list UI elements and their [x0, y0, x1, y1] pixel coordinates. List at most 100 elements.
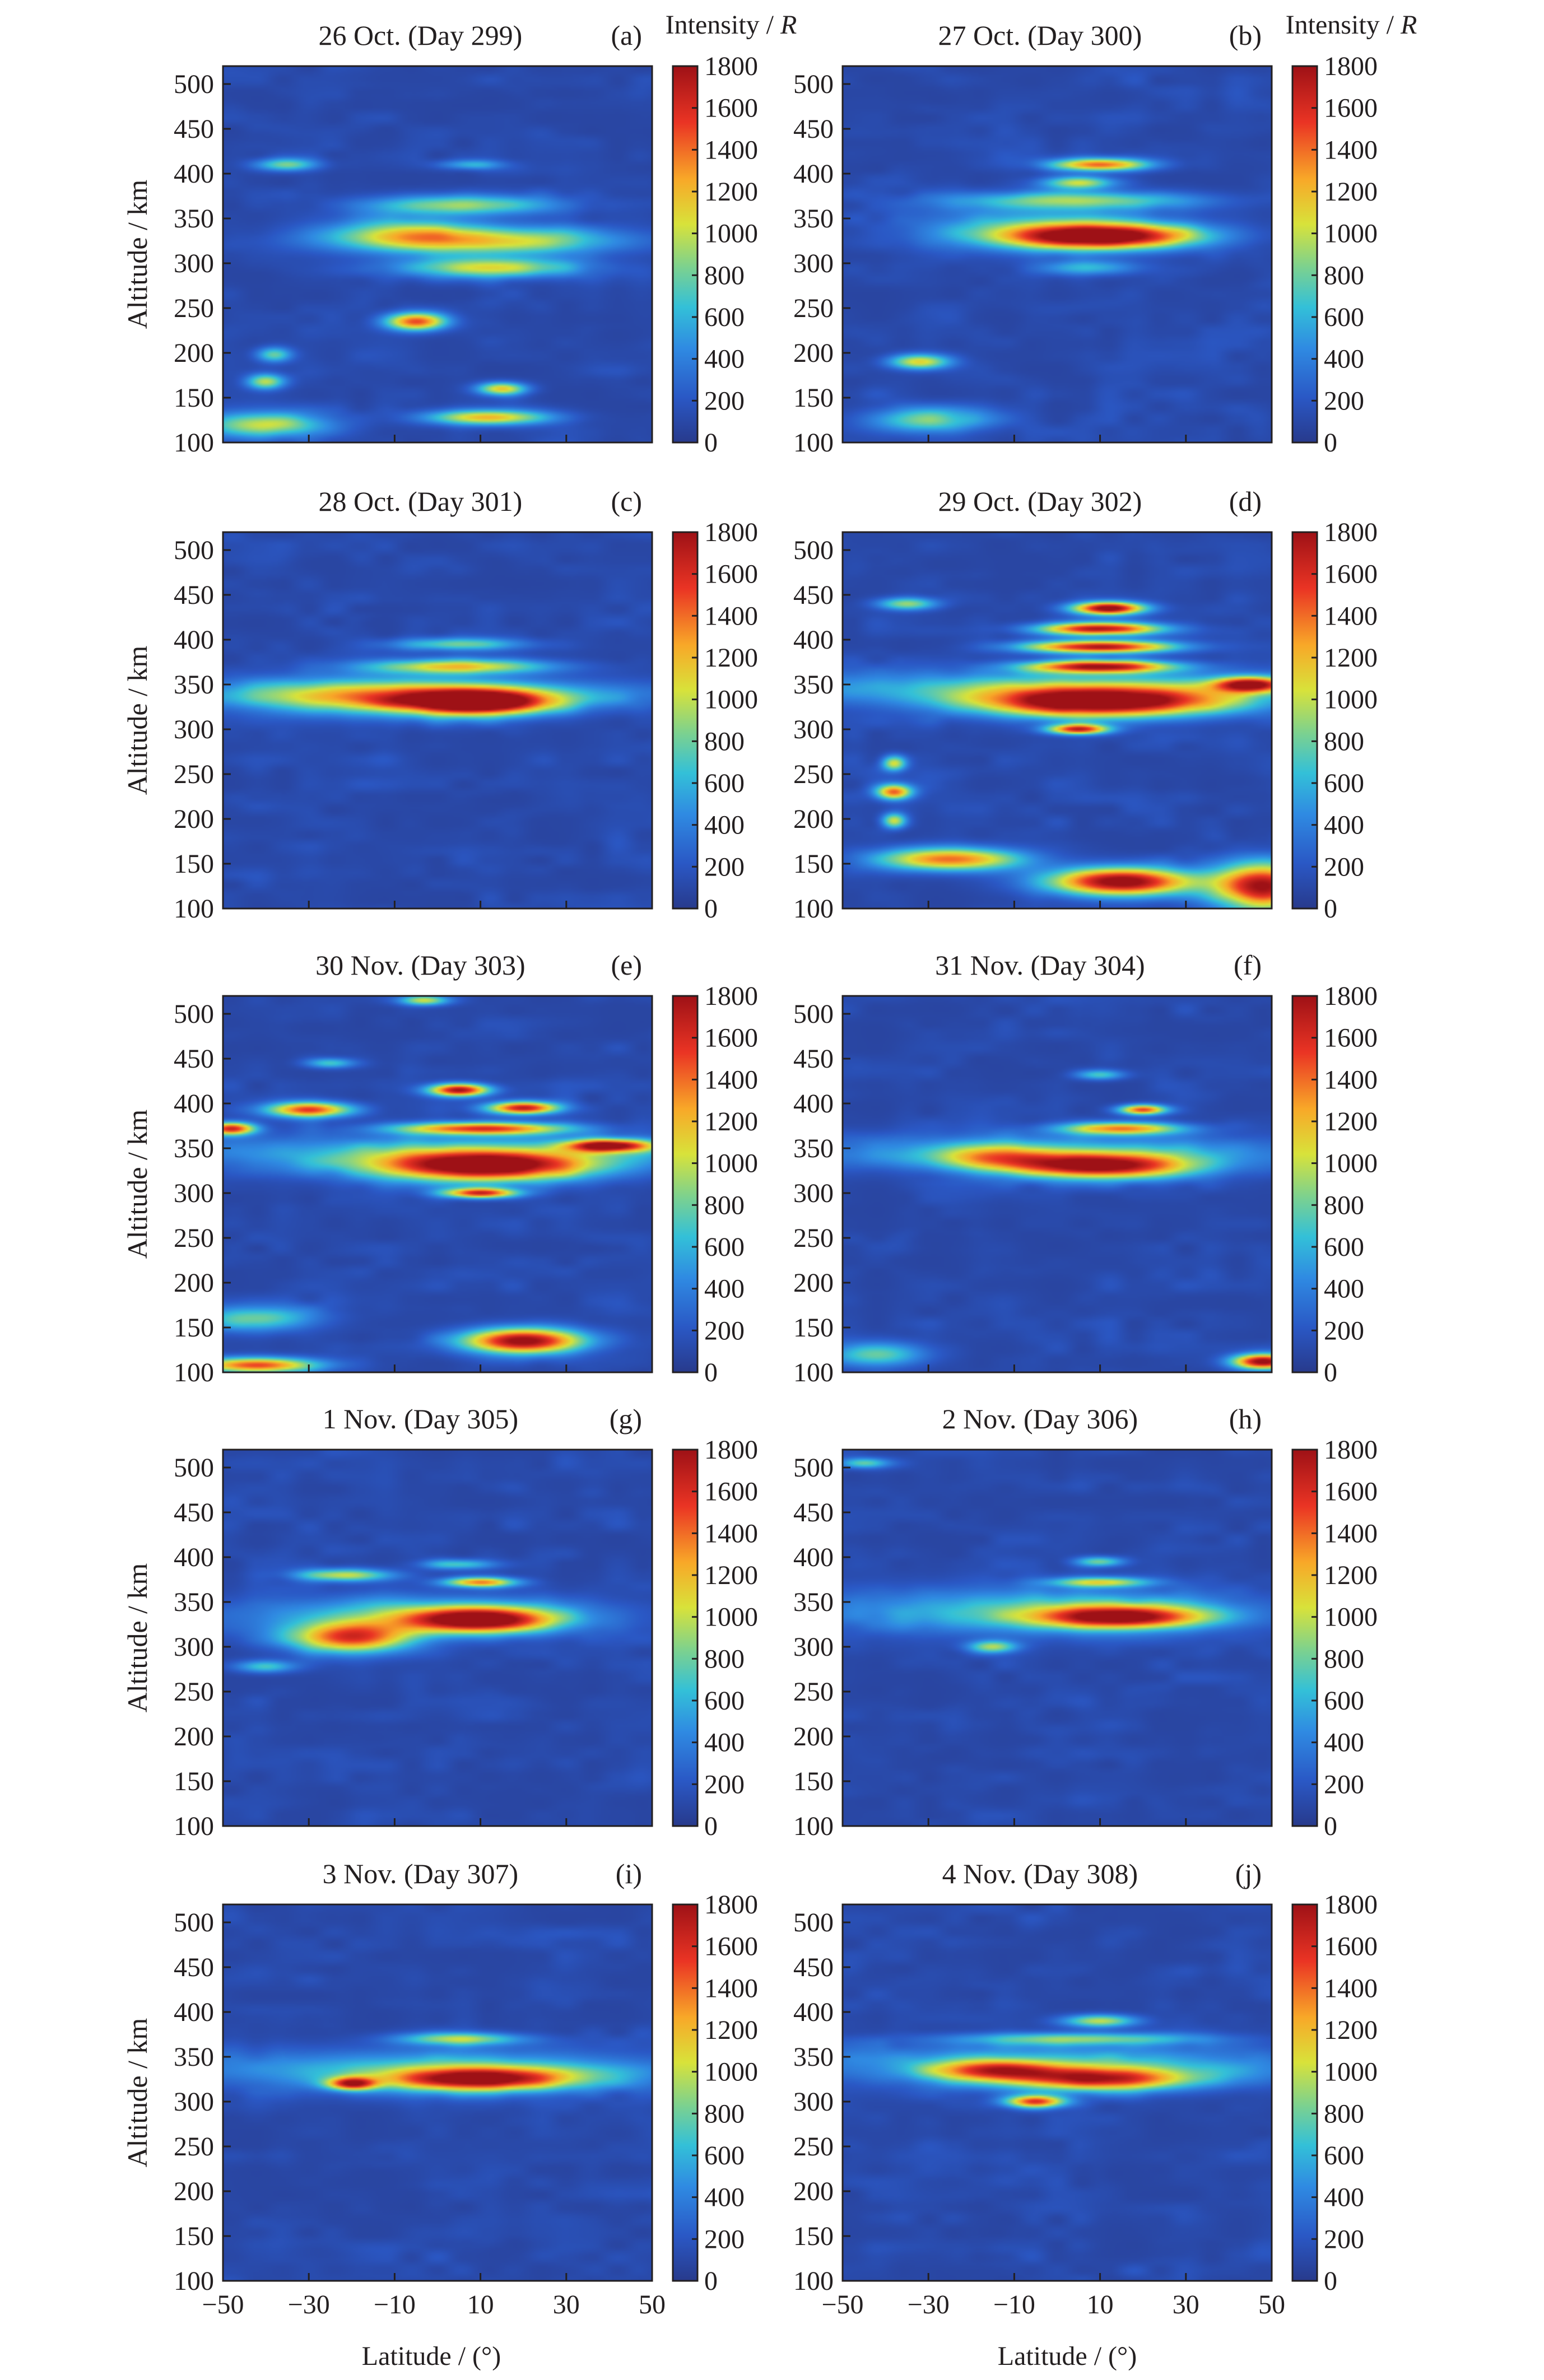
panel-tag: (h)	[1229, 1403, 1262, 1434]
colorbar-tick-label: 1600	[1324, 1023, 1378, 1053]
y-tick-label: 400	[793, 1089, 834, 1119]
colorbar-tick-label: 400	[1324, 344, 1364, 374]
colorbar-tick-label: 1200	[704, 2015, 758, 2045]
y-tick-label: 350	[793, 670, 834, 700]
y-tick-label: 500	[174, 1453, 214, 1483]
colorbar-tick-label: 1800	[704, 518, 758, 547]
y-tick-label: 250	[174, 760, 214, 789]
colorbar-tick-label: 1800	[1324, 518, 1378, 547]
y-tick-label: 100	[793, 2266, 834, 2296]
colorbar-tick-label: 600	[1324, 1232, 1364, 1262]
x-tick-label: 10	[467, 2290, 494, 2320]
y-tick-label: 350	[793, 2042, 834, 2072]
y-tick-label: 450	[174, 580, 214, 610]
y-tick-label: 250	[174, 1677, 214, 1707]
plot-frame	[222, 1903, 653, 2282]
panel-title: 31 Nov. (Day 304)	[935, 949, 1145, 981]
y-tick-label: 300	[174, 715, 214, 744]
colorbar-tick-label: 600	[704, 769, 745, 798]
colorbar-tick-label: 1400	[1324, 135, 1378, 165]
colorbar-tick-label: 1800	[704, 1890, 758, 1920]
colorbar	[1291, 531, 1318, 910]
heatmap-h	[843, 1450, 1272, 1826]
panel-tag: (j)	[1235, 1858, 1262, 1889]
colorbar-tick-label: 600	[1324, 769, 1364, 798]
y-tick-label: 500	[174, 535, 214, 565]
colorbar-tick-label: 1200	[1324, 1561, 1378, 1590]
colorbar-tick-label: 1600	[1324, 1932, 1378, 1962]
y-tick-label: 300	[793, 715, 834, 744]
plot-frame	[222, 995, 653, 1373]
y-tick-label: 100	[793, 1811, 834, 1841]
colorbar-tick-label: 1600	[704, 560, 758, 589]
colorbar	[672, 1449, 699, 1827]
colorbar-tick-label: 1000	[704, 219, 758, 249]
colorbar-tick-label: 1000	[1324, 1149, 1378, 1179]
colorbar-tick-label: 800	[1324, 1190, 1364, 1220]
panel-h: 2 Nov. (Day 306) (h) 100 150 200 250 300 350 400…	[793, 1403, 1378, 1841]
y-tick-label: 500	[793, 999, 834, 1029]
y-tick-label: 150	[793, 849, 834, 879]
y-tick-label: 450	[793, 1953, 834, 1982]
colorbar-tick-label: 600	[704, 1232, 745, 1262]
y-tick-label: 200	[793, 1268, 834, 1298]
colorbar	[1291, 65, 1318, 444]
colorbar-tick-label: 200	[704, 2224, 745, 2254]
colorbar-tick-label: 1000	[704, 685, 758, 715]
colorbar-tick-label: 0	[704, 2266, 718, 2296]
plot-frame	[841, 531, 1273, 910]
x-tick-label: −50	[202, 2290, 244, 2320]
x-tick-label: 30	[553, 2290, 580, 2320]
y-tick-label: 400	[793, 159, 834, 189]
y-tick-label: 100	[793, 428, 834, 458]
y-tick-label: 450	[793, 1044, 834, 1074]
colorbar-tick-label: 400	[704, 2183, 745, 2213]
y-tick-label: 450	[174, 114, 214, 144]
colorbar-tick-label: 1000	[1324, 685, 1378, 715]
colorbar-tick-label: 600	[704, 2141, 745, 2171]
colorbar-tick-label: 1800	[704, 52, 758, 81]
y-tick-label: 300	[174, 1632, 214, 1662]
colorbar-tick-label: 1000	[1324, 1603, 1378, 1632]
y-tick-label: 100	[174, 428, 214, 458]
y-tick-label: 500	[793, 1453, 834, 1483]
colorbar	[1291, 1903, 1318, 2282]
y-tick-label: 150	[793, 1313, 834, 1343]
colorbar-tick-label: 400	[704, 1728, 745, 1758]
panel-title: 29 Oct. (Day 302)	[938, 486, 1142, 517]
y-tick-label: 300	[174, 2087, 214, 2117]
y-tick-label: 250	[793, 1677, 834, 1707]
colorbar-tick-label: 1600	[704, 94, 758, 123]
colorbar-tick-label: 400	[1324, 1274, 1364, 1304]
y-tick-label: 200	[174, 1722, 214, 1752]
colorbar-tick-label: 800	[704, 726, 745, 756]
y-tick-label: 150	[793, 1767, 834, 1796]
y-tick-label: 300	[174, 1179, 214, 1208]
colorbar-tick-label: 200	[704, 1316, 745, 1345]
colorbar-tick-label: 1200	[704, 1561, 758, 1590]
panel-title: 2 Nov. (Day 306)	[942, 1403, 1138, 1434]
y-tick-label: 350	[793, 1134, 834, 1163]
colorbar-tick-label: 1800	[704, 1435, 758, 1465]
colorbar-tick-label: 0	[1324, 1358, 1337, 1387]
colorbar	[672, 65, 699, 444]
panel-tag: (d)	[1229, 486, 1262, 517]
colorbar-tick-label: 800	[704, 260, 745, 290]
colorbar-title-right: Intensity / R	[1286, 10, 1417, 40]
y-tick-label: 500	[793, 1908, 834, 1937]
panel-tag: (e)	[611, 949, 643, 981]
panel-tag: (f)	[1234, 949, 1262, 981]
plot-frame	[222, 65, 653, 444]
colorbar-tick-label: 1800	[1324, 1435, 1378, 1465]
panel-title: 30 Nov. (Day 303)	[315, 949, 525, 981]
y-tick-label: 250	[174, 2132, 214, 2162]
heatmap-i	[223, 1904, 652, 2281]
y-tick-label: 200	[793, 1722, 834, 1752]
panel-d: 29 Oct. (Day 302) (d) 100 150 200 250 300 350 40…	[793, 486, 1378, 924]
panel-c: 28 Oct. (Day 301) (c) 100 150 200 250 300 350 40…	[122, 486, 758, 924]
y-tick-label: 450	[174, 1498, 214, 1527]
y-tick-label: 150	[174, 1313, 214, 1343]
colorbar-title-left: Intensity / R	[666, 10, 797, 40]
colorbar-tick-label: 1800	[704, 981, 758, 1011]
panel-f: 31 Nov. (Day 304) (f) 100 150 200 250 300 350 40…	[793, 949, 1378, 1387]
